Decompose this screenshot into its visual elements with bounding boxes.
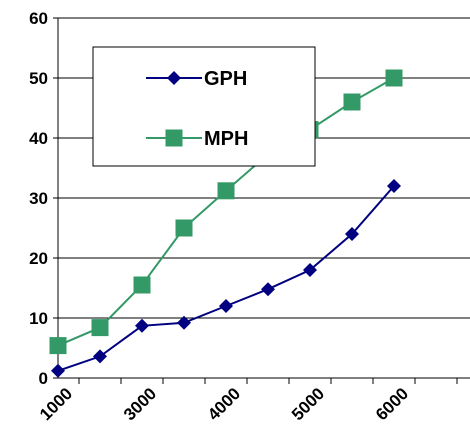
legend-label-mph: MPH <box>204 128 248 150</box>
data-point-mph <box>217 182 235 200</box>
data-point-gph <box>261 282 275 297</box>
y-tick-label: 60 <box>29 9 48 28</box>
y-tick-label: 40 <box>29 129 48 148</box>
data-point-mph <box>49 337 67 355</box>
series-line-gph <box>57 185 395 372</box>
x-tick-label: 3000 <box>120 384 160 424</box>
y-axis-ticks: 0 10 20 30 40 50 60 <box>29 9 58 388</box>
data-point-gph <box>345 227 359 241</box>
x-tick-label: 5000 <box>288 384 328 424</box>
data-point-mph <box>91 319 109 337</box>
x-tick-label: 1000 <box>36 384 76 424</box>
data-point-gph <box>93 349 107 364</box>
data-point-gph <box>177 315 191 330</box>
legend-box <box>92 46 316 167</box>
y-tick-label: 50 <box>29 69 48 88</box>
legend-marker-gph <box>167 71 181 85</box>
data-point-mph <box>385 69 403 87</box>
x-tick-label: 6000 <box>372 384 412 424</box>
legend: GPH MPH <box>92 46 316 167</box>
data-point-gph <box>219 299 233 313</box>
data-point-mph <box>175 219 193 237</box>
legend-marker-mph <box>165 129 183 147</box>
x-axis-ticks: 1000 3000 4000 5000 6000 <box>36 378 458 424</box>
x-tick-label: 4000 <box>204 384 244 424</box>
data-point-gph <box>387 179 401 193</box>
y-tick-label: 20 <box>29 249 48 268</box>
data-point-mph <box>133 276 151 294</box>
data-point-gph <box>135 318 149 333</box>
y-tick-label: 0 <box>39 369 48 388</box>
data-point-gph <box>303 263 317 277</box>
data-point-mph <box>343 93 361 111</box>
data-point-gph <box>51 363 65 378</box>
y-tick-label: 30 <box>29 189 48 208</box>
legend-label-gph: GPH <box>204 68 247 90</box>
y-tick-label: 10 <box>29 309 48 328</box>
